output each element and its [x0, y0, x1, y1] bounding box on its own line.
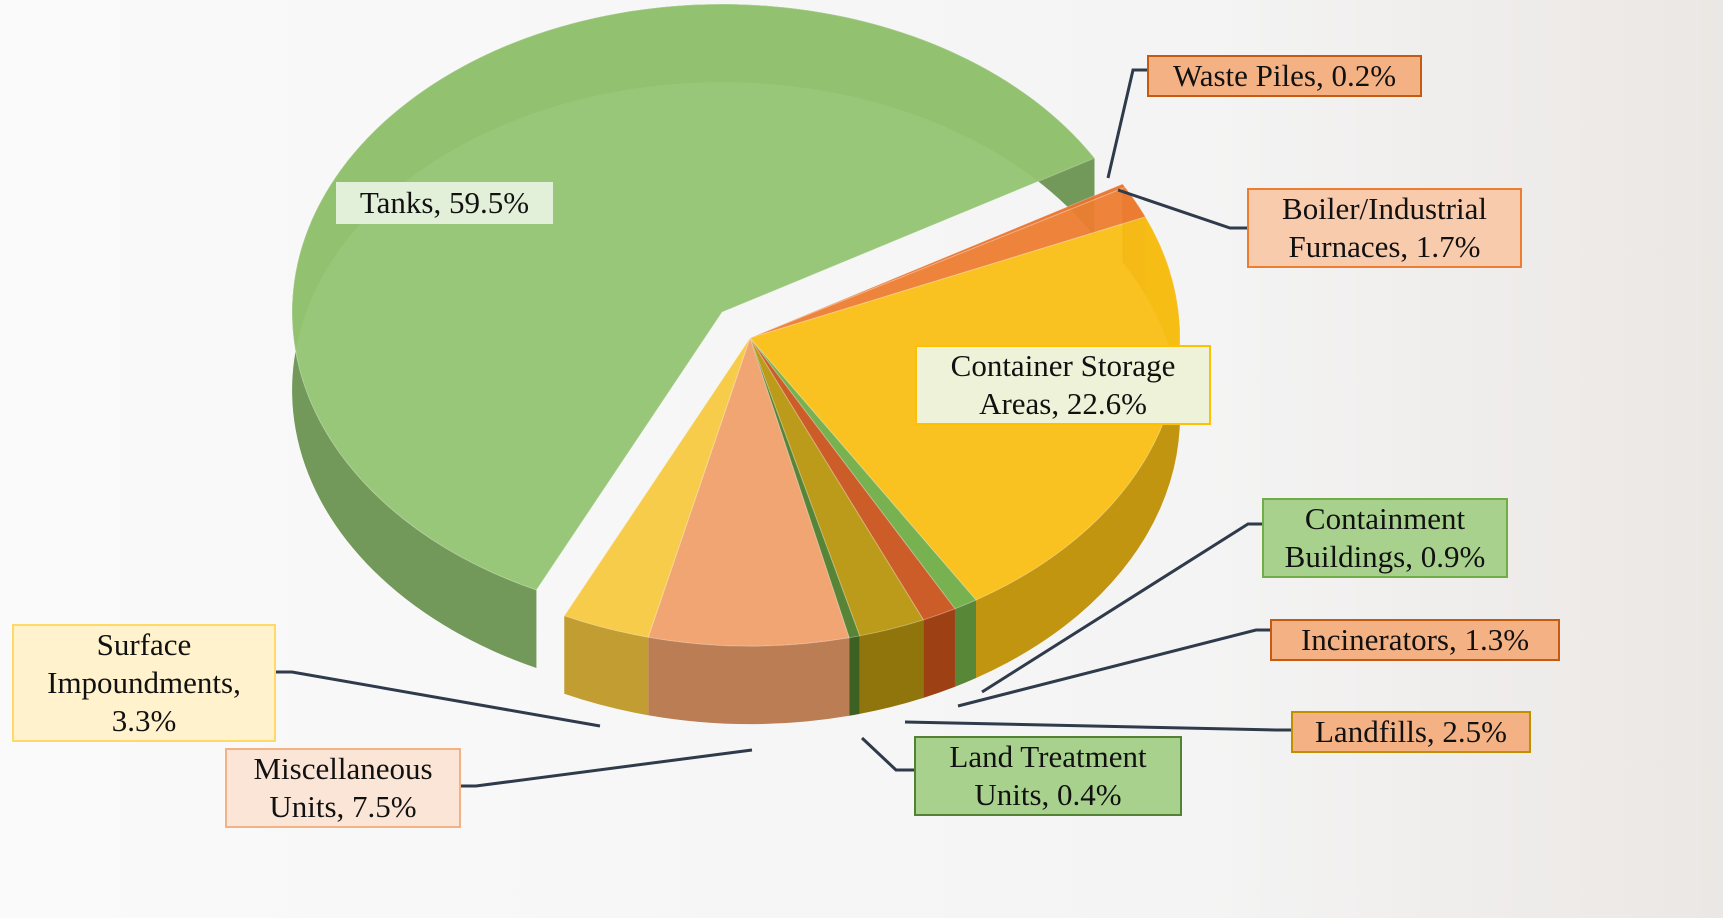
data-label: Boiler/Industrial Furnaces, 1.7% — [1247, 188, 1522, 268]
data-label: Land Treatment Units, 0.4% — [914, 736, 1182, 816]
leader-line — [1108, 70, 1147, 178]
leader-line — [862, 738, 914, 770]
slice-side-shade — [849, 636, 859, 716]
data-label: Tanks, 59.5% — [336, 182, 553, 224]
leader-line — [905, 722, 1291, 730]
data-label: Miscellaneous Units, 7.5% — [225, 748, 461, 828]
page: Tanks, 59.5% Waste Piles, 0.2% Boiler/Indu… — [0, 0, 1723, 918]
data-label: Container Storage Areas, 22.6% — [915, 345, 1211, 425]
data-label: Landfills, 2.5% — [1291, 711, 1531, 753]
data-label: Surface Impoundments, 3.3% — [12, 624, 276, 742]
leader-line — [461, 750, 752, 786]
data-label: Containment Buildings, 0.9% — [1262, 498, 1508, 578]
slice-side-shade — [923, 609, 955, 698]
slice-side-shade — [955, 600, 976, 687]
slice-side-shade — [648, 637, 849, 724]
data-label: Incinerators, 1.3% — [1270, 619, 1560, 661]
leader-line — [276, 672, 600, 726]
data-label: Waste Piles, 0.2% — [1147, 55, 1422, 97]
